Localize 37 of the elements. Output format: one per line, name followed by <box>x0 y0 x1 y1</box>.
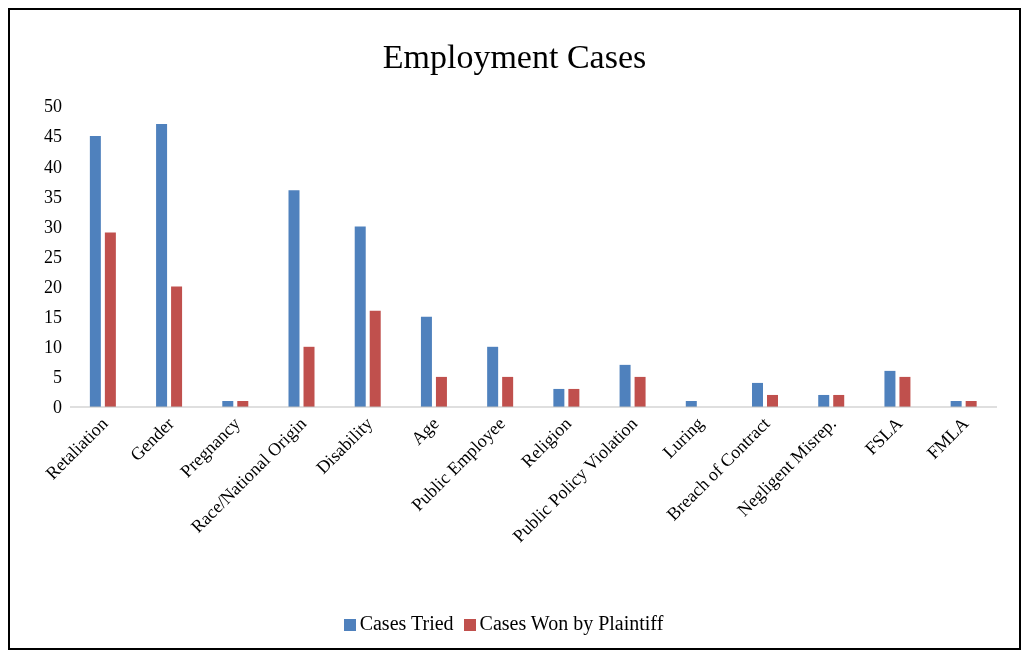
bar <box>899 376 911 407</box>
bar <box>104 232 116 407</box>
bar <box>89 136 101 407</box>
bar <box>435 376 447 407</box>
y-tick-label: 10 <box>44 337 62 358</box>
bar <box>752 382 764 407</box>
y-tick-label: 15 <box>44 307 62 328</box>
bar <box>818 394 830 407</box>
y-tick-label: 50 <box>44 96 62 117</box>
bar <box>884 370 896 407</box>
legend-label: Cases Won by Plaintiff <box>479 612 664 634</box>
bar <box>420 316 432 407</box>
bar <box>354 226 366 407</box>
bar <box>634 376 646 407</box>
bar <box>767 394 779 407</box>
y-tick-label: 5 <box>53 367 62 388</box>
x-tick-label: Age <box>407 413 443 449</box>
bar <box>156 124 168 407</box>
y-tick-label: 0 <box>53 397 62 418</box>
bar <box>833 394 845 407</box>
y-tick-label: 20 <box>44 276 62 297</box>
bar <box>288 190 300 407</box>
bar <box>369 310 381 407</box>
chart-title: Employment Cases <box>381 38 648 77</box>
bar <box>171 286 183 407</box>
bar <box>487 346 499 407</box>
bar <box>502 376 514 407</box>
legend-label: Cases Tried <box>359 612 454 634</box>
y-tick-label: 25 <box>44 246 62 267</box>
y-tick-label: 30 <box>44 216 62 237</box>
bar <box>303 346 315 407</box>
y-tick-label: 40 <box>44 156 62 177</box>
bar <box>568 388 580 407</box>
bar <box>553 388 565 407</box>
y-tick-label: 35 <box>44 186 62 207</box>
y-tick-label: 45 <box>44 126 62 147</box>
bar <box>619 364 631 407</box>
